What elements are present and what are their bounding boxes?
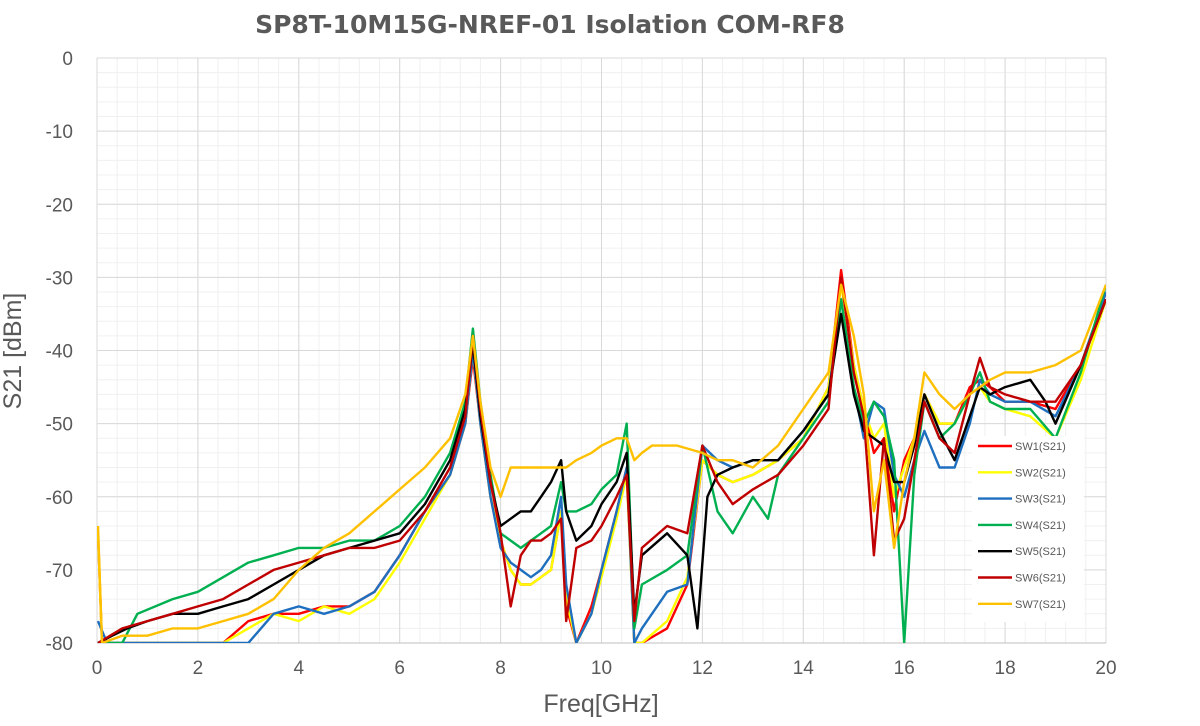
legend-label: SW5(S21) bbox=[1015, 546, 1066, 558]
legend-label: SW1(S21) bbox=[1015, 441, 1066, 453]
x-tick-label: 12 bbox=[692, 658, 713, 679]
y-tick-label: -60 bbox=[46, 488, 73, 509]
chart-title: SP8T-10M15G-NREF-01 Isolation COM-RF8 bbox=[255, 10, 845, 39]
x-tick-label: 18 bbox=[995, 658, 1016, 679]
x-tick-label: 2 bbox=[193, 658, 204, 679]
series-line-sw3 bbox=[97, 291, 1106, 643]
x-tick-label: 20 bbox=[1095, 658, 1116, 679]
x-tick-label: 4 bbox=[294, 658, 305, 679]
x-tick-label: 14 bbox=[793, 658, 815, 679]
legend-label: SW3(S21) bbox=[1015, 494, 1066, 506]
legend-label: SW2(S21) bbox=[1015, 467, 1066, 479]
x-axis-label: Freq[GHz] bbox=[543, 690, 658, 718]
series-lines bbox=[97, 268, 1106, 643]
y-tick-label: -10 bbox=[46, 122, 73, 143]
x-tick-label: 16 bbox=[894, 658, 915, 679]
y-tick-label: -40 bbox=[46, 342, 73, 363]
axes: 0 2 4 6 8 10 12 14 16 18 20 0 -10 -20 -30 -40 -50 -60 -70 -… bbox=[46, 49, 1117, 679]
y-tick-label: -50 bbox=[46, 415, 73, 436]
x-tick-label: 6 bbox=[394, 658, 405, 679]
legend: SW1(S21) SW2(S21) SW3(S21) SW4(S21) SW5(S21)… bbox=[972, 436, 1084, 622]
y-tick-label: -80 bbox=[46, 634, 73, 655]
x-tick-label: 10 bbox=[591, 658, 612, 679]
grid bbox=[96, 57, 1107, 644]
y-tick-label: -20 bbox=[46, 195, 73, 216]
y-tick-label: 0 bbox=[62, 49, 73, 70]
series-line-sw7 bbox=[97, 283, 1106, 643]
x-tick-label: 8 bbox=[495, 658, 506, 679]
series-line-sw6 bbox=[97, 276, 1106, 643]
legend-label: SW7(S21) bbox=[1015, 599, 1066, 611]
y-tick-label: -30 bbox=[46, 268, 73, 289]
y-tick-label: -70 bbox=[46, 561, 73, 582]
legend-label: SW6(S21) bbox=[1015, 573, 1066, 585]
legend-background bbox=[972, 436, 1084, 622]
y-axis-label: S21 [dBm] bbox=[0, 293, 27, 410]
legend-label: SW4(S21) bbox=[1015, 520, 1066, 532]
x-tick-label: 0 bbox=[92, 658, 103, 679]
